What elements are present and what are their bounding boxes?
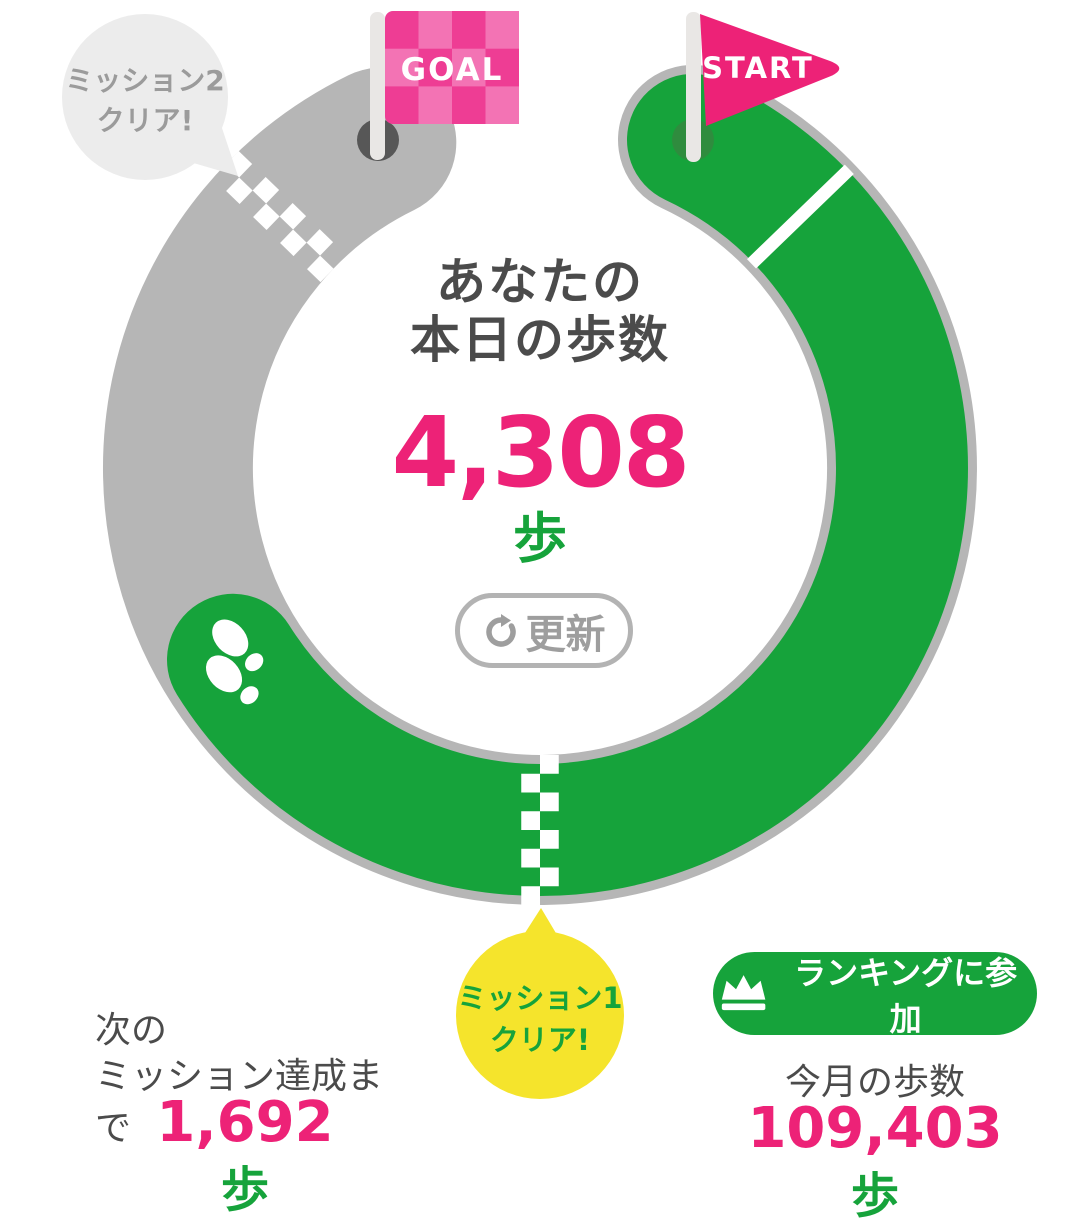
ring-progress [167, 73, 968, 896]
mission1-bubble-line1: ミッション1 [457, 981, 622, 1015]
goal-flag-label: GOAL [401, 52, 504, 88]
next-mission-steps-value: 1,692 [156, 1090, 334, 1155]
monthly-steps-unit: 歩 [850, 1168, 899, 1224]
today-steps-title-line2: 本日の歩数 [410, 311, 670, 369]
today-steps-title-line1: あなたの [436, 253, 644, 311]
mission1-bubble-line2: クリア! [490, 1023, 590, 1057]
today-steps-unit: 歩 [513, 507, 567, 570]
goal-flag-pole [370, 12, 385, 160]
monthly-steps-value: 109,403 [747, 1096, 1003, 1161]
mission2-bubble: ミッション2 クリア! [62, 14, 238, 180]
mission1-bubble: ミッション1 クリア! [456, 908, 624, 1099]
next-mission-steps-unit: 歩 [220, 1162, 269, 1218]
update-button[interactable]: 更新 [455, 593, 633, 668]
step-ring [103, 64, 977, 905]
mission2-bubble-line1: ミッション2 [65, 64, 224, 97]
ranking-join-button[interactable]: ランキングに参加 [713, 952, 1037, 1038]
update-button-label: 更新 [525, 611, 606, 658]
next-mission-label-line2: ミッション達成まで [95, 1056, 384, 1149]
ranking-join-button-label: ランキングに参加 [794, 953, 1018, 1038]
start-flag: START [672, 12, 840, 162]
footsteps-icon [205, 619, 264, 705]
start-flag-pennant [700, 14, 840, 126]
goal-flag: GOAL [357, 11, 519, 161]
start-flag-pole [686, 12, 701, 162]
refresh-icon [485, 613, 516, 647]
today-steps-value: 4,308 [391, 396, 691, 509]
segment-divider [746, 164, 854, 269]
mission2-bubble-line2: クリア! [97, 104, 194, 137]
goal-flag-banner: GOAL [385, 11, 519, 124]
next-mission-label-line1: 次の [95, 1010, 168, 1051]
start-flag-label: START [702, 51, 814, 85]
crown-icon [721, 974, 766, 1010]
monthly-steps-label: 今月の歩数 [784, 1062, 965, 1103]
